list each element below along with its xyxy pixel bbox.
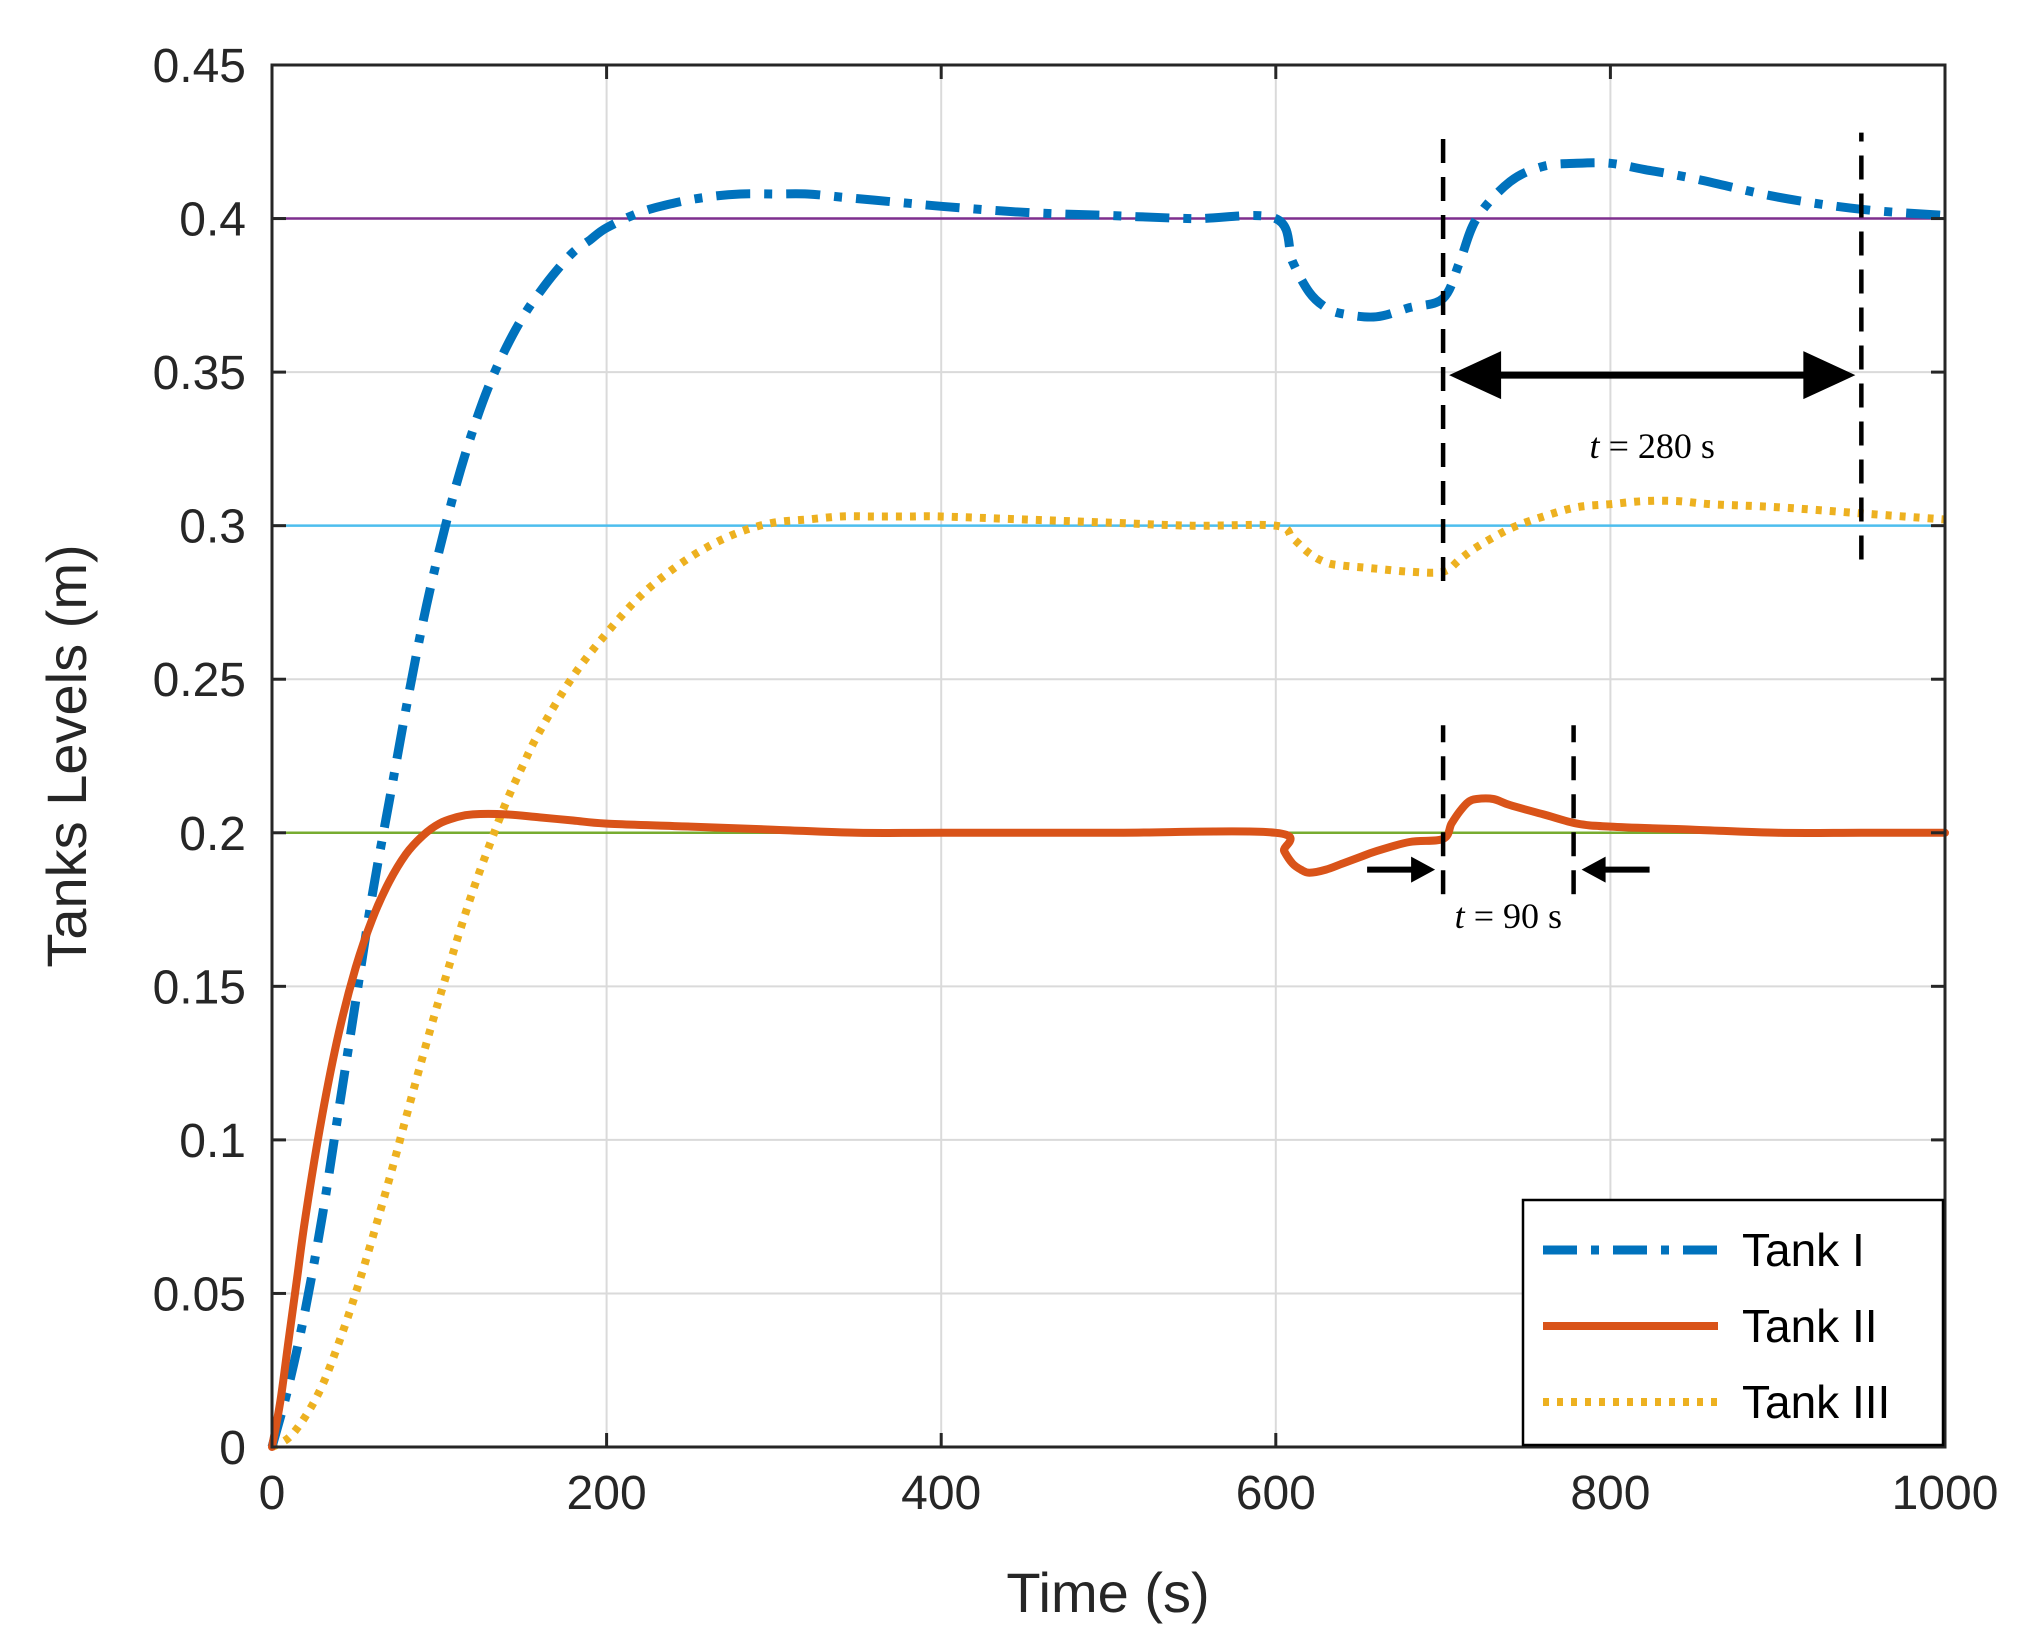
x-tick-label: 200	[567, 1467, 647, 1520]
x-tick-label: 400	[901, 1467, 981, 1520]
duration-label-value: = 90 s	[1465, 896, 1562, 936]
y-tick-label: 0.1	[179, 1115, 246, 1168]
x-tick-label: 800	[1570, 1467, 1650, 1520]
y-axis-title: Tanks Levels (m)	[35, 544, 98, 967]
y-tick-label: 0.15	[153, 961, 246, 1014]
ticks: 0 200 400 600 800 1000 0 0.05 0.1 0.15 0.2 0.25 0.3 0…	[153, 40, 1999, 1520]
arrowhead-right	[1803, 351, 1856, 400]
series-group	[267, 158, 1949, 1451]
arrowhead-left	[1449, 351, 1502, 400]
arrowhead-right-inward	[1581, 856, 1606, 883]
x-tick-label: 600	[1236, 1467, 1316, 1520]
y-tick-label: 0	[219, 1422, 246, 1475]
y-tick-label: 0.2	[179, 808, 246, 861]
duration-label-symbol: t	[1455, 896, 1466, 936]
y-tick-label: 0.05	[153, 1268, 246, 1321]
series-line-tank-i	[267, 158, 1946, 1449]
y-tick-label: 0.45	[153, 40, 246, 93]
duration-label: t = 280 s	[1590, 426, 1715, 466]
legend: Tank I Tank II Tank III	[1521, 1198, 1945, 1447]
duration-label: t = 90 s	[1455, 896, 1562, 936]
y-tick-label: 0.35	[153, 347, 246, 400]
legend-label-tank-ii: Tank II	[1742, 1300, 1878, 1352]
y-tick-label: 0.4	[179, 194, 246, 247]
legend-label-tank-i: Tank I	[1742, 1224, 1865, 1276]
duration-label-symbol: t	[1590, 426, 1601, 466]
y-tick-label: 0.3	[179, 501, 246, 554]
arrowhead-left-inward	[1411, 856, 1436, 883]
x-axis-title: Time (s)	[1006, 1561, 1209, 1624]
duration-label-value: = 280 s	[1600, 426, 1715, 466]
plot-frame	[270, 63, 1947, 1449]
series-line-tank-ii	[268, 794, 1949, 1451]
annotations: t = 280 st = 90 s	[1367, 351, 1856, 936]
legend-label-tank-iii: Tank III	[1742, 1376, 1890, 1428]
x-tick-label: 1000	[1892, 1467, 1999, 1520]
marker-lines	[1440, 132, 1864, 895]
x-tick-label: 0	[259, 1467, 286, 1520]
y-tick-label: 0.25	[153, 654, 246, 707]
